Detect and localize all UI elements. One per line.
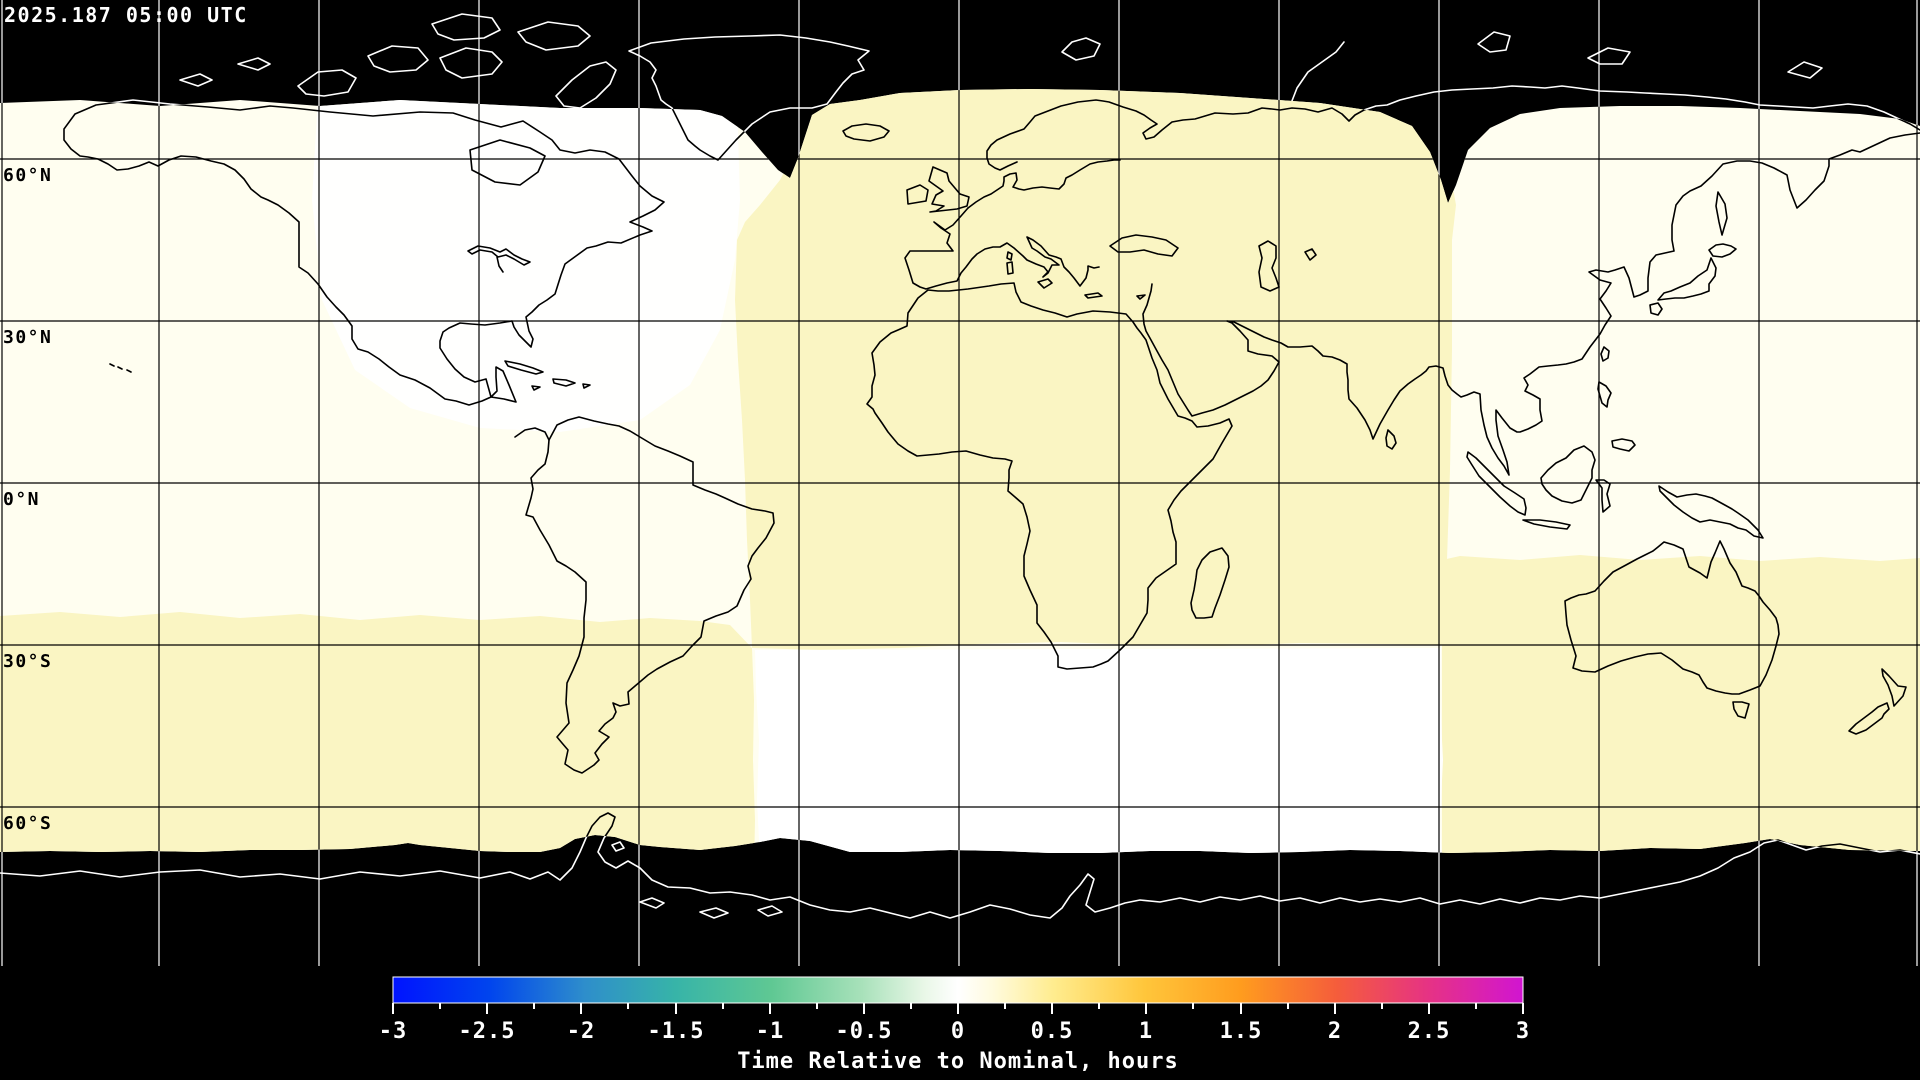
- lat-label-60s: 60°S: [3, 813, 52, 834]
- colorbar: -3 -2.5 -2 -1.5 -1 -0.5 0 0.5 1 1.5 2 2.…: [379, 976, 1530, 1074]
- cb-tick-2: -2: [567, 1019, 596, 1044]
- colorbar-major-ticks: [392, 1003, 1524, 1014]
- colorbar-gradient-bar: [392, 976, 1524, 1004]
- cb-tick-5: -0.5: [836, 1019, 893, 1044]
- coast-new-siberian-islands: [1587, 47, 1631, 65]
- coast-wrangel: [1787, 61, 1823, 79]
- swath-south-central-white: [755, 648, 1443, 853]
- timestamp-label: 2025.187 05:00 UTC: [4, 3, 248, 27]
- lat-label-0n: 0°N: [3, 489, 40, 510]
- lat-label-30n: 30°N: [3, 327, 52, 348]
- coast-novaya-zemlya: [1289, 41, 1345, 107]
- colorbar-tick-labels: -3 -2.5 -2 -1.5 -1 -0.5 0 0.5 1 1.5 2 2.…: [379, 1019, 1530, 1044]
- coast-antarctica: [0, 812, 1920, 919]
- coast-antarctic-islets: [611, 841, 783, 919]
- swath-central-yellow: [735, 89, 1456, 650]
- cb-tick-3: -1.5: [648, 1019, 705, 1044]
- coast-arctic-islands: [179, 13, 617, 109]
- colorbar-title: Time Relative to Nominal, hours: [737, 1049, 1179, 1074]
- graticule-on-data: [0, 89, 1920, 853]
- cb-tick-1: -2.5: [459, 1019, 516, 1044]
- cb-tick-6: 0: [951, 1019, 965, 1044]
- colorbar-minor-ticks: [439, 1003, 1477, 1009]
- coast-severnaya-zemlya: [1477, 31, 1511, 53]
- cb-tick-8: 1: [1139, 1019, 1153, 1044]
- cb-tick-7: 0.5: [1031, 1019, 1074, 1044]
- lat-label-30s: 30°S: [3, 651, 52, 672]
- swath-southeast-yellow: [1442, 555, 1920, 853]
- cb-tick-12: 3: [1516, 1019, 1530, 1044]
- cb-tick-4: -1: [756, 1019, 785, 1044]
- cb-tick-0: -3: [379, 1019, 408, 1044]
- latitude-labels: 60°N 30°N 0°N 30°S 60°S: [3, 165, 52, 834]
- lat-label-60n: 60°N: [3, 165, 52, 186]
- cb-tick-10: 2: [1328, 1019, 1342, 1044]
- cb-tick-11: 2.5: [1408, 1019, 1451, 1044]
- coast-svalbard: [1061, 37, 1101, 61]
- swath-southwest-yellow: [0, 612, 755, 853]
- cb-tick-9: 1.5: [1220, 1019, 1263, 1044]
- data-swaths: [0, 89, 1920, 853]
